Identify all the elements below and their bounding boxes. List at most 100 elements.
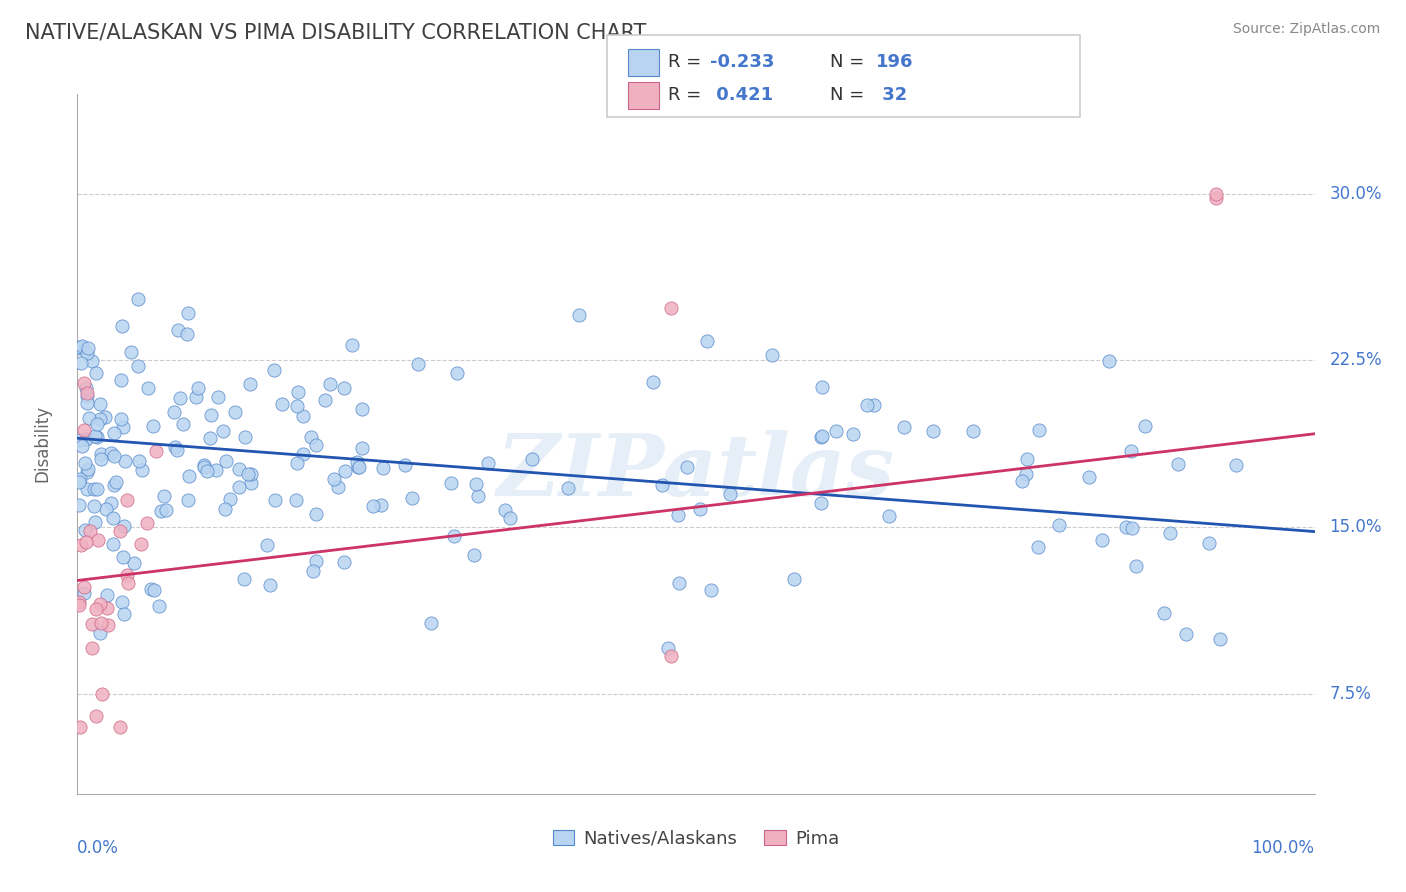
Point bbox=[155, 503, 177, 517]
Point bbox=[176, 326, 198, 341]
Point bbox=[110, 373, 132, 387]
Point bbox=[136, 516, 159, 531]
Point bbox=[1119, 443, 1142, 458]
Point bbox=[143, 582, 166, 597]
Point bbox=[96, 600, 118, 615]
Point bbox=[498, 511, 520, 525]
Point bbox=[84, 366, 107, 380]
Point bbox=[75, 381, 97, 395]
Point bbox=[77, 462, 100, 476]
Point bbox=[72, 580, 94, 594]
Point bbox=[219, 492, 242, 507]
Point bbox=[76, 385, 98, 400]
Text: -0.233: -0.233 bbox=[710, 54, 775, 71]
Point bbox=[90, 452, 112, 467]
Point bbox=[136, 381, 159, 395]
Point bbox=[350, 441, 373, 455]
Text: 15.0%: 15.0% bbox=[1330, 518, 1382, 536]
Point bbox=[205, 463, 228, 477]
Point bbox=[641, 375, 664, 389]
Text: Source: ZipAtlas.com: Source: ZipAtlas.com bbox=[1233, 22, 1381, 37]
Point bbox=[76, 346, 98, 360]
Point bbox=[783, 572, 806, 586]
Point bbox=[94, 410, 117, 425]
Point bbox=[117, 575, 139, 590]
Point bbox=[166, 443, 188, 458]
Point bbox=[77, 411, 100, 425]
Point bbox=[305, 438, 328, 452]
Point bbox=[271, 397, 294, 411]
Point bbox=[1133, 419, 1156, 434]
Point bbox=[112, 519, 135, 533]
Point bbox=[263, 493, 285, 508]
Point bbox=[761, 348, 783, 362]
Text: ZIPatlas: ZIPatlas bbox=[496, 430, 896, 514]
Point bbox=[110, 412, 132, 426]
Point bbox=[84, 429, 107, 443]
Point bbox=[73, 586, 96, 600]
Point bbox=[72, 376, 94, 390]
Point bbox=[212, 424, 235, 438]
Point bbox=[1097, 354, 1119, 368]
Point bbox=[406, 357, 429, 371]
Text: 0.421: 0.421 bbox=[710, 87, 773, 104]
Point bbox=[1091, 533, 1114, 548]
Point bbox=[494, 502, 516, 516]
Point bbox=[84, 601, 107, 615]
Point bbox=[879, 509, 901, 524]
Point bbox=[127, 359, 149, 374]
Point bbox=[108, 720, 131, 734]
Point bbox=[440, 475, 463, 490]
Point bbox=[90, 446, 112, 460]
Point bbox=[184, 390, 207, 404]
Point bbox=[148, 599, 170, 614]
Text: NATIVE/ALASKAN VS PIMA DISABILITY CORRELATION CHART: NATIVE/ALASKAN VS PIMA DISABILITY CORREL… bbox=[25, 22, 647, 42]
Point bbox=[115, 493, 138, 508]
Point bbox=[83, 499, 105, 513]
Text: 196: 196 bbox=[876, 54, 914, 71]
Point bbox=[112, 607, 135, 622]
Point bbox=[103, 449, 125, 463]
Point bbox=[340, 337, 363, 351]
Point bbox=[141, 582, 163, 596]
Point bbox=[96, 588, 118, 602]
Text: N =: N = bbox=[830, 54, 869, 71]
Point bbox=[239, 376, 262, 391]
Point bbox=[689, 502, 711, 516]
Point bbox=[1205, 186, 1227, 201]
Text: N =: N = bbox=[830, 87, 876, 104]
Point bbox=[82, 354, 104, 368]
Point bbox=[862, 397, 884, 411]
Point bbox=[666, 508, 689, 523]
Point bbox=[200, 408, 222, 422]
Point bbox=[224, 405, 246, 419]
Point bbox=[347, 459, 370, 474]
Point bbox=[668, 575, 690, 590]
Point bbox=[193, 460, 215, 475]
Point bbox=[83, 482, 105, 496]
Point bbox=[291, 447, 314, 461]
Point bbox=[299, 430, 322, 444]
Point bbox=[103, 426, 125, 441]
Point bbox=[350, 401, 373, 416]
Point bbox=[169, 391, 191, 405]
Point bbox=[263, 363, 285, 377]
Point bbox=[67, 498, 90, 512]
Point bbox=[142, 419, 165, 434]
Point bbox=[177, 493, 200, 508]
Point bbox=[69, 720, 91, 734]
Point bbox=[90, 615, 112, 630]
Text: 30.0%: 30.0% bbox=[1330, 185, 1382, 202]
Point bbox=[1121, 521, 1143, 535]
Point bbox=[401, 491, 423, 505]
Point bbox=[115, 568, 138, 582]
Point bbox=[86, 430, 108, 444]
Point bbox=[322, 472, 344, 486]
Point bbox=[214, 501, 236, 516]
Text: 7.5%: 7.5% bbox=[1330, 685, 1371, 703]
Point bbox=[86, 417, 108, 431]
Point bbox=[333, 555, 356, 569]
Point bbox=[285, 492, 308, 507]
Point bbox=[76, 482, 98, 496]
Point bbox=[420, 616, 443, 631]
